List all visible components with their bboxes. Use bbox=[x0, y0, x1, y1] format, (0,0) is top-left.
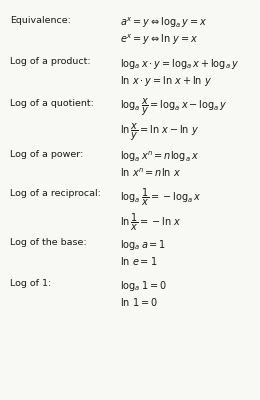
Text: $a^x = y \Leftrightarrow \log_a y = x$: $a^x = y \Leftrightarrow \log_a y = x$ bbox=[120, 16, 207, 30]
Text: $\ln\, x^n = n\ln\, x$: $\ln\, x^n = n\ln\, x$ bbox=[120, 167, 181, 179]
Text: $\log_a \dfrac{x}{y} = \log_a x - \log_a y$: $\log_a \dfrac{x}{y} = \log_a x - \log_a… bbox=[120, 97, 227, 118]
Text: $\log_a x^n = n\log_a x$: $\log_a x^n = n\log_a x$ bbox=[120, 150, 199, 164]
Text: $\log_a \dfrac{1}{x} = -\log_a x$: $\log_a \dfrac{1}{x} = -\log_a x$ bbox=[120, 187, 201, 208]
Text: Log of a reciprocal:: Log of a reciprocal: bbox=[10, 189, 101, 198]
Text: Log of a product:: Log of a product: bbox=[10, 57, 91, 66]
Text: Log of a quotient:: Log of a quotient: bbox=[10, 99, 94, 108]
Text: $\log_a x \cdot y = \log_a x + \log_a y$: $\log_a x \cdot y = \log_a x + \log_a y$ bbox=[120, 57, 239, 71]
Text: Log of the base:: Log of the base: bbox=[10, 238, 87, 247]
Text: $\ln\, x \cdot y = \ln\, x + \ln\, y$: $\ln\, x \cdot y = \ln\, x + \ln\, y$ bbox=[120, 74, 212, 88]
Text: $\ln \dfrac{x}{y} = \ln\, x - \ln\, y$: $\ln \dfrac{x}{y} = \ln\, x - \ln\, y$ bbox=[120, 122, 199, 143]
Text: Equivalence:: Equivalence: bbox=[10, 16, 71, 25]
Text: $\ln\, e = 1$: $\ln\, e = 1$ bbox=[120, 255, 157, 267]
Text: Log of a power:: Log of a power: bbox=[10, 150, 84, 159]
Text: $\ln\, 1 = 0$: $\ln\, 1 = 0$ bbox=[120, 296, 157, 308]
Text: $\log_a 1 = 0$: $\log_a 1 = 0$ bbox=[120, 279, 166, 293]
Text: Log of 1:: Log of 1: bbox=[10, 279, 52, 288]
Text: $\log_a a = 1$: $\log_a a = 1$ bbox=[120, 238, 166, 252]
Text: $\ln \dfrac{1}{x} = -\ln\, x$: $\ln \dfrac{1}{x} = -\ln\, x$ bbox=[120, 212, 181, 233]
Text: $e^x = y \Leftrightarrow \ln\, y = x$: $e^x = y \Leftrightarrow \ln\, y = x$ bbox=[120, 33, 198, 47]
